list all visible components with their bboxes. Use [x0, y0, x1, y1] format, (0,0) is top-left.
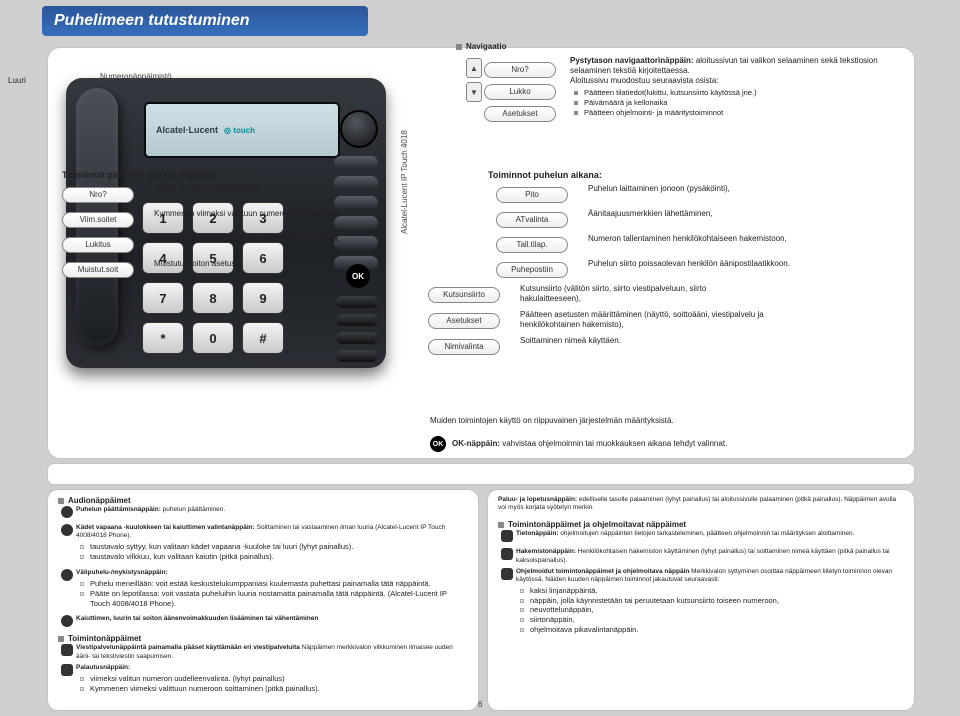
sub-bullet: Puhelu meneillään: voit estää keskustelu… — [90, 579, 468, 589]
key-icon — [501, 568, 513, 580]
item-title: Ohjelmoidut toimintonäppäimet ja ohjelmo… — [516, 568, 689, 575]
ok-icon: OK — [430, 436, 446, 452]
pill-button: Asetukset — [428, 313, 500, 329]
page-title: Puhelimeen tutustuminen — [54, 12, 250, 30]
item-title: Hakemistonäppäin: — [516, 548, 576, 555]
item-title: Viestipalvelunäppäintä painamalla pääset… — [76, 644, 300, 651]
page-number: 6 — [478, 700, 482, 709]
pill-button: Lukitus — [62, 237, 134, 253]
pill-desc: Oman numeron selvittäminen, — [148, 184, 412, 194]
sub-bullet: taustavalo syttyy, kun valitaan kädet va… — [90, 542, 468, 552]
sub-bullet: Kymmenen viimeksi valittuun numeroon soi… — [90, 684, 468, 694]
pill-desc: Numeron tallentaminen henkilökohtaiseen … — [582, 234, 848, 244]
pill-button: Puhepostiin — [496, 262, 568, 278]
pill-button: Viim.soitet — [62, 212, 134, 228]
page-title-bar: Puhelimeen tutustuminen — [42, 6, 368, 36]
pill-desc: Kutsunsiirto (välitön siirto, siirto vie… — [514, 284, 778, 304]
item-title: Kädet vapaana -kuulokkeen tai kaiuttimen… — [76, 524, 255, 531]
toiminto-header: Toimintonäppäimet — [58, 634, 468, 644]
sub-bullet: näppäin, jolla käynnistetään tai peruute… — [530, 596, 904, 606]
sub-bullet: siirtonäppäin, — [530, 615, 904, 625]
sub-bullet: viimeksi valitun numeron uudelleenvalint… — [90, 674, 468, 684]
pill-button: Nro? — [62, 187, 134, 203]
key-icon — [501, 530, 513, 542]
pill-desc: Muistutussoiton asetus, — [148, 259, 412, 269]
pill-button: Tall.tilap. — [496, 237, 568, 253]
sub-bullet: kaksi linjanäppäintä, — [530, 586, 904, 596]
item-text: ohjelmoitujen näppäinten tietojen tarkas… — [559, 530, 855, 537]
pill-button: Nimivalinta — [428, 339, 500, 355]
key-icon — [501, 548, 513, 560]
panel-bottom-right: Paluu- ja lopetusnäppäin: edelliselle ta… — [488, 490, 914, 710]
audio-header: Audionäppäimet — [58, 496, 468, 506]
panel-mid — [48, 464, 914, 484]
key-icon — [61, 615, 73, 627]
pill-desc: Soittaminen nimeä käyttäen. — [514, 336, 778, 346]
key-icon — [61, 506, 73, 518]
panel-bottom-left: Audionäppäimet Puhelun päättämisnäppäin:… — [48, 490, 478, 710]
item-title: Kaiuttimen, luurin tai soiton äänenvoima… — [76, 615, 318, 622]
nav-up-icon: ▲ — [466, 58, 482, 78]
pill-button: Muistut.soit — [62, 262, 134, 278]
nav-pill-stack: Nro? Lukko Asetukset — [484, 62, 556, 122]
pill-desc: Päätteen asetusten määrittäminen (näyttö… — [514, 310, 778, 330]
pill-desc: Puhelun siirto poissaolevan henkilön ään… — [582, 259, 848, 269]
item-title: Tietonäppäin: — [516, 530, 559, 537]
pill-button: Kutsunsiirto — [428, 287, 500, 303]
phone-touch: ◎ touch — [224, 126, 255, 135]
nav-down-icon: ▼ — [466, 82, 482, 102]
key-icon — [61, 664, 73, 676]
nav-header: Navigaatio — [456, 42, 506, 52]
section-header-idle: Toiminnot päätteen ollessa vapaana: — [62, 170, 219, 180]
label-luuri: Luuri — [8, 76, 26, 85]
note-line: Muiden toimintojen käyttö on riippuvaine… — [430, 416, 900, 426]
sub-bullet: Pääte on lepotilassa: voit vastata puhel… — [90, 589, 468, 609]
nav-description: Pystytason navigaattorinäppäin: aloituss… — [570, 56, 908, 121]
function-table: Nro? Oman numeron selvittäminen, Pito Puhel… — [62, 184, 910, 361]
page: Puhelimeen tutustuminen Luuri Numeronäpp… — [0, 0, 960, 716]
nav-updown: ▲ ▼ — [466, 58, 482, 102]
phone-brand: Alcatel·Lucent — [156, 125, 218, 135]
pill-desc: Puhelun laittaminen jonoon (pysäköinti), — [582, 184, 848, 194]
pill-desc: Kymmenen viimeksi valittuun numeroon soi… — [148, 209, 412, 219]
nav-pill: Asetukset — [484, 106, 556, 122]
nav-pill: Lukko — [484, 84, 556, 100]
ok-line: OK OK-näppäin: vahvistaa ohjelmoinnin ta… — [430, 436, 900, 452]
nav-pill: Nro? — [484, 62, 556, 78]
return-key-desc: Paluu- ja lopetusnäppäin: edelliselle ta… — [498, 496, 904, 512]
phone-screen: Alcatel·Lucent ◎ touch — [144, 102, 340, 158]
item-title: Palautusnäppäin: — [76, 664, 130, 671]
key-icon — [61, 569, 73, 581]
item-text: puhelun päättäminen. — [161, 506, 225, 513]
section-header-call: Toiminnot puhelun aikana: — [488, 170, 602, 180]
item-title: Välipuhelu-/mykistysnäppäin: — [76, 569, 168, 576]
item-title: Puhelun päättämisnäppäin: — [76, 506, 161, 513]
key-icon — [61, 644, 73, 656]
prog-header: Toimintonäppäimet ja ohjelmoitavat näppä… — [498, 520, 904, 530]
pill-desc: Päätteen ottaminen käyttöön / poistamine… — [148, 234, 412, 244]
key-icon — [61, 524, 73, 536]
pill-desc: Äänitaajuusmerkkien lähettäminen, — [582, 209, 848, 219]
sub-bullet: ohjelmoitava pikavalintanäppäin. — [530, 625, 904, 635]
sub-bullet: taustavalo vilkkuu, kun valitaan kaiutin… — [90, 552, 468, 562]
pill-button: ATvalinta — [496, 212, 568, 228]
sub-bullet: neuvottelunäppäin, — [530, 605, 904, 615]
pill-button: Pito — [496, 187, 568, 203]
phone-nav-circle — [340, 110, 378, 148]
